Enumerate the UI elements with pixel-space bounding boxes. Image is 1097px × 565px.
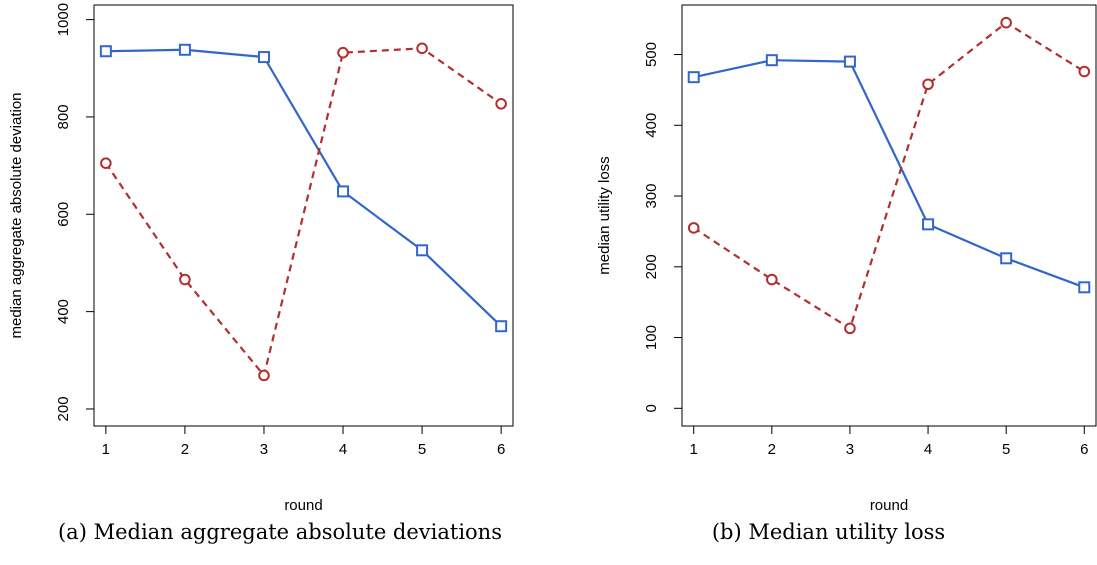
series-2-marker	[495, 98, 507, 110]
x-tick-label: 6	[1080, 441, 1088, 458]
x-tick-label: 4	[339, 441, 347, 458]
x-tick-label: 4	[924, 441, 932, 458]
series-1-line	[693, 59, 1085, 289]
series-1-marker	[337, 185, 350, 198]
caption-b: (b) Median utility loss	[711, 520, 946, 544]
series-2-marker	[337, 46, 349, 59]
series-2-marker	[416, 42, 428, 55]
plot-frame	[93, 4, 514, 427]
y-tick-label: 100	[643, 325, 660, 350]
series-2-marker	[844, 322, 856, 335]
x-tick-label: 2	[768, 441, 776, 458]
x-tick-label: 5	[1002, 441, 1010, 458]
series-2-marker	[1000, 16, 1012, 29]
series-2-line	[693, 21, 1085, 330]
y-tick-label: 800	[55, 104, 72, 129]
y-tick-label: 400	[55, 299, 72, 324]
x-axis-title: round	[284, 497, 322, 514]
x-axis-title: round	[870, 497, 908, 514]
x-tick-label: 1	[690, 441, 698, 458]
y-tick-label: 300	[643, 184, 660, 209]
y-axis-title: median utility loss	[596, 156, 613, 274]
x-tick-label: 3	[846, 441, 854, 458]
y-tick-label: 200	[643, 254, 660, 279]
x-tick-label: 1	[102, 441, 110, 458]
series-1-marker	[922, 218, 935, 231]
series-2-marker	[922, 78, 934, 91]
series-2-line	[104, 47, 502, 377]
y-tick-label: 200	[55, 396, 72, 421]
y-axis-title: median aggregate absolute deviation	[8, 92, 25, 338]
plot-frame	[681, 4, 1097, 427]
y-tick-label: 0	[643, 404, 660, 412]
series-2-marker	[258, 369, 270, 382]
x-tick-label: 6	[497, 441, 505, 458]
series-1-marker	[1078, 281, 1091, 294]
panel-b: 1 2 3 4 5 6 0 100 200 300 400 500 round median utilit…	[596, 4, 1097, 514]
y-tick-label: 400	[643, 113, 660, 138]
series-1-line	[105, 48, 502, 328]
series-1-marker	[843, 55, 856, 68]
y-tick-label: 600	[55, 202, 72, 227]
x-tick-label: 5	[418, 441, 426, 458]
y-tick-label: 1000	[55, 3, 72, 36]
series-2-marker	[100, 157, 112, 169]
series-1-marker	[257, 51, 270, 64]
series-1-marker	[687, 71, 700, 84]
series-2-marker	[179, 273, 191, 286]
x-tick-label: 2	[181, 441, 189, 458]
series-1-marker	[765, 54, 778, 67]
series-1-marker	[1000, 252, 1013, 265]
series-1-marker	[495, 320, 508, 333]
series-2-marker	[687, 222, 700, 234]
caption-a: (a) Median aggregate absolute deviations	[57, 520, 502, 544]
panel-a: 1 2 3 4 5 6 200 400 600 800 1000 round median aggreg…	[8, 3, 514, 514]
series-1-marker	[178, 43, 191, 56]
series-2-marker	[766, 273, 778, 286]
series-1-marker	[99, 45, 112, 58]
x-tick-label: 3	[260, 441, 268, 458]
series-1-marker	[416, 244, 429, 257]
y-tick-label: 500	[643, 42, 660, 67]
series-2-marker	[1078, 65, 1091, 78]
